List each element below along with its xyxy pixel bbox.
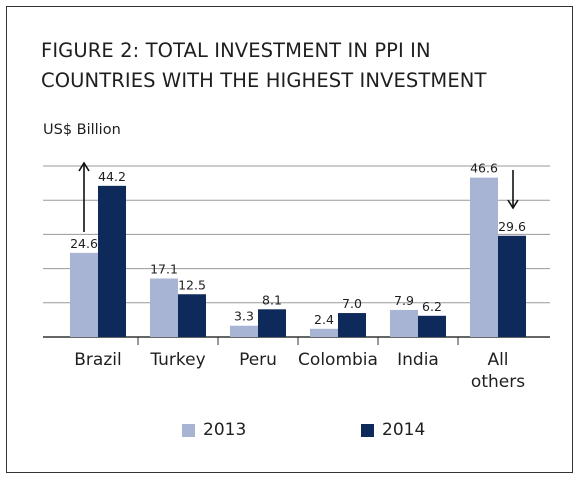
legend-swatch-2014 — [361, 423, 374, 437]
value-label: 12.5 — [178, 277, 206, 292]
bar-2014-colombia — [338, 313, 366, 337]
value-label: 3.3 — [234, 309, 254, 324]
value-label: 44.2 — [98, 169, 126, 184]
bar-2014-turkey — [178, 294, 206, 337]
category-label: others — [471, 372, 525, 392]
legend-label-2013: 2013 — [203, 420, 247, 440]
increase-arrow-icon — [78, 161, 90, 232]
category-label: India — [397, 350, 439, 370]
bar-2014-brazil — [98, 185, 126, 337]
grid-lines — [43, 165, 550, 345]
value-labels: 24.6 17.1 3.3 2.4 7.9 46.6 44.2 12.5 8.1 7.0 6.2 29… — [70, 161, 526, 327]
value-label: 46.6 — [470, 161, 498, 176]
category-label: Turkey — [149, 350, 205, 370]
bar-2013-all-others — [470, 177, 498, 337]
legend-label-2014: 2014 — [382, 420, 426, 440]
value-label: 7.9 — [394, 293, 414, 308]
value-label: 24.6 — [70, 236, 98, 251]
bar-2014-all-others — [498, 235, 526, 337]
bar-2013-brazil — [70, 252, 98, 337]
annotations — [78, 161, 519, 232]
category-label: Colombia — [298, 350, 378, 370]
bars — [70, 177, 526, 337]
legend-swatch-2013 — [182, 423, 195, 437]
value-label: 2.4 — [314, 312, 334, 327]
chart-title: FIGURE 2: TOTAL INVESTMENT IN PPI IN COU… — [41, 39, 487, 92]
category-label: Peru — [239, 350, 277, 370]
value-label: 7.0 — [342, 296, 362, 311]
category-label: All — [487, 350, 508, 370]
decrease-arrow-icon — [507, 170, 519, 210]
bar-2013-india — [390, 309, 418, 337]
legend: 2013 2014 — [0, 420, 583, 450]
value-label: 29.6 — [498, 219, 526, 234]
value-label: 8.1 — [262, 292, 282, 307]
bar-2013-turkey — [150, 278, 178, 337]
bar-2014-peru — [258, 309, 286, 337]
y-axis-unit-label: US$ Billion — [43, 122, 121, 138]
legend-item-2013: 2013 — [182, 420, 246, 440]
category-label: Brazil — [74, 350, 121, 370]
bar-2014-india — [418, 315, 446, 337]
bar-2013-peru — [230, 325, 258, 337]
legend-item-2014: 2014 — [361, 420, 425, 440]
value-label: 6.2 — [422, 299, 442, 314]
value-label: 17.1 — [150, 262, 178, 277]
bar-2013-colombia — [310, 328, 338, 337]
